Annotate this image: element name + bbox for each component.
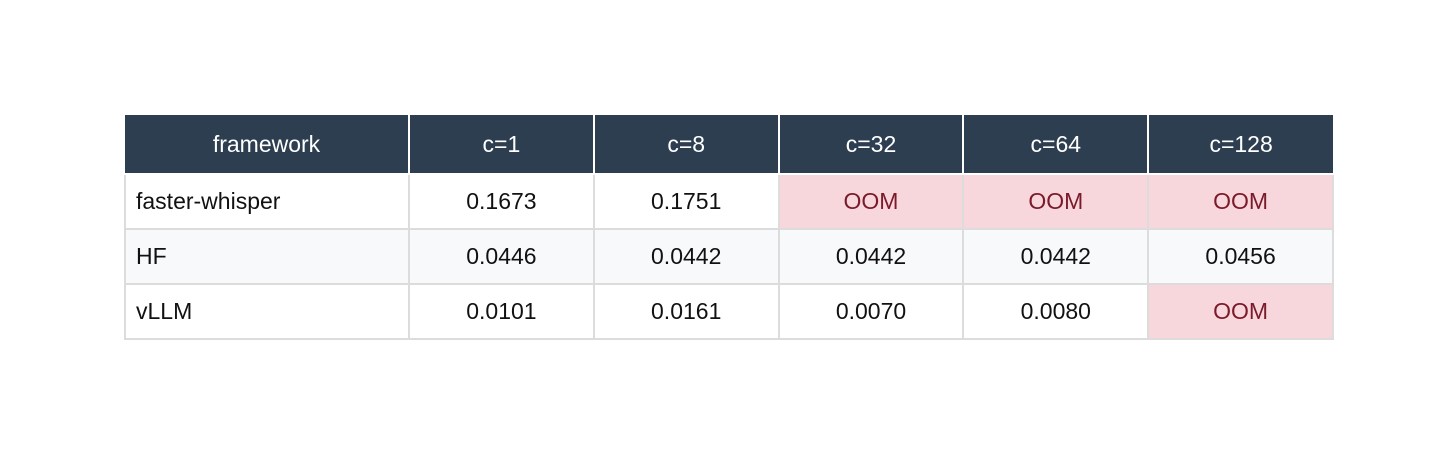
header-cell: framework — [125, 115, 410, 175]
table-row: faster-whisper 0.1673 0.1751 OOM OOM OOM — [124, 173, 1334, 230]
table-cell: OOM — [962, 173, 1150, 230]
table-cell: 0.0070 — [777, 283, 965, 340]
table-row: HF 0.0446 0.0442 0.0442 0.0442 0.0456 — [124, 228, 1334, 285]
table-cell: OOM — [1147, 173, 1334, 230]
row-label: vLLM — [124, 283, 410, 340]
table-cell: 0.0101 — [408, 283, 595, 340]
table-cell: 0.1751 — [592, 173, 780, 230]
table-cell: 0.0080 — [962, 283, 1150, 340]
table-cell: 0.0456 — [1147, 228, 1334, 285]
table-cell: 0.0442 — [592, 228, 780, 285]
table-body: faster-whisper 0.1673 0.1751 OOM OOM OOM HF 0.0… — [124, 173, 1334, 340]
table-cell: 0.1673 — [408, 173, 595, 230]
table-cell: OOM — [777, 173, 965, 230]
table-cell: OOM — [1147, 283, 1334, 340]
header-cell: c=32 — [777, 115, 965, 175]
table-cell: 0.0161 — [592, 283, 780, 340]
row-label: HF — [124, 228, 410, 285]
header-cell: c=64 — [962, 115, 1150, 175]
table-cell: 0.0442 — [777, 228, 965, 285]
table-cell: 0.0442 — [962, 228, 1150, 285]
row-label: faster-whisper — [124, 173, 410, 230]
header-cell: c=128 — [1147, 115, 1333, 175]
header-cell: c=8 — [592, 115, 780, 175]
table-cell: 0.0446 — [408, 228, 595, 285]
header-row: framework c=1 c=8 c=32 c=64 c=128 — [125, 115, 1333, 175]
header-cell: c=1 — [408, 115, 595, 175]
results-table: framework c=1 c=8 c=32 c=64 c=128 faster-whis… — [124, 115, 1334, 340]
table-row: vLLM 0.0101 0.0161 0.0070 0.0080 OOM — [124, 283, 1334, 340]
